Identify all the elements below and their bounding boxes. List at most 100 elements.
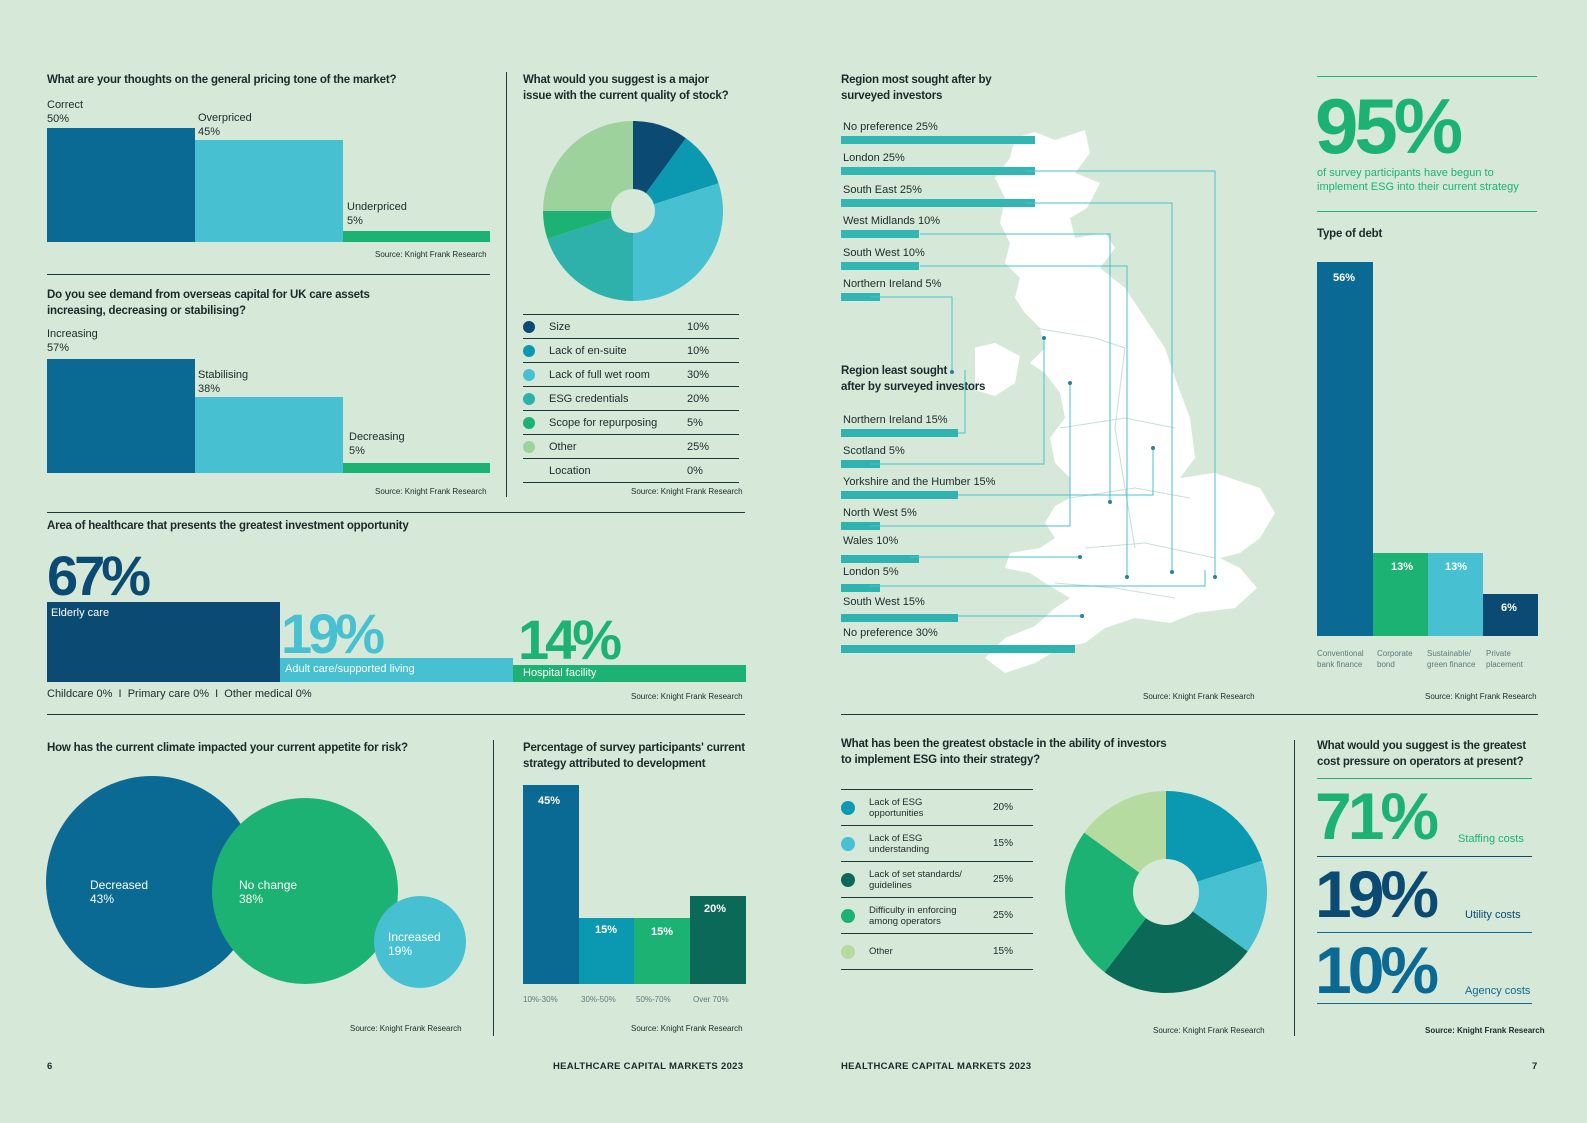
obstacle-slice-opportunities [1166, 791, 1263, 892]
northern-ireland-shape [975, 343, 1020, 396]
region-least-bar-7 [841, 614, 958, 622]
healthcare-value-hospital: 14% [518, 608, 622, 671]
divider [841, 714, 1538, 715]
legend-dot-icon [523, 392, 535, 405]
pricing-bar-overpriced [195, 140, 343, 242]
debt-xlabel-4: Private placement [1486, 649, 1523, 669]
risk-source: Source: Knight Frank Research [350, 1024, 462, 1033]
overseas-label-increasing: Increasing 57% [47, 328, 98, 354]
region-least-bar-2 [841, 460, 880, 468]
obstacle-source: Source: Knight Frank Research [1153, 1026, 1265, 1035]
stock-pie-hole [611, 189, 655, 233]
divider [1317, 211, 1537, 212]
page-number-right: 7 [1532, 1061, 1538, 1072]
risk-label-decreased: Decreased 43% [90, 878, 149, 906]
debt-source: Source: Knight Frank Research [1425, 692, 1537, 701]
overseas-source: Source: Knight Frank Research [375, 487, 487, 496]
development-xlabel-3: 50%-70% [636, 995, 671, 1004]
obstacle-slice-enforcing [1064, 832, 1166, 973]
stock-slice-other [543, 121, 633, 211]
divider [47, 274, 490, 275]
legend-row: Other 25% [523, 434, 739, 459]
debt-bar-3 [1428, 553, 1483, 636]
map-leader-lines [870, 170, 1217, 618]
region-most-title: Region most sought after by surveyed inve… [841, 74, 992, 102]
legend-row: Other 15% [841, 933, 1033, 970]
region-most-label-3: South East 25% [843, 184, 922, 196]
legend-dot-icon [523, 344, 535, 357]
legend-dot-icon [523, 368, 535, 381]
obstacle-slice-standards [1104, 892, 1248, 994]
divider-vertical [506, 72, 507, 497]
stock-source: Source: Knight Frank Research [631, 487, 743, 496]
divider [47, 714, 745, 715]
region-least-bar-5 [841, 555, 919, 563]
pricing-title: What are your thoughts on the general pr… [47, 74, 397, 86]
healthcare-bar-adult [280, 658, 513, 682]
debt-xlabel-2: Corporate bond [1377, 649, 1413, 669]
divider-vertical [493, 740, 494, 1036]
development-value-2: 15% [595, 924, 618, 936]
legend-row: Lack of full wet room 30% [523, 362, 739, 387]
region-most-label-4: West Midlands 10% [843, 215, 941, 227]
stock-slice-repurposing [543, 211, 633, 239]
development-bar-4 [690, 896, 746, 984]
region-least-bar-4 [841, 522, 880, 530]
healthcare-label-adult: Adult care/supported living [285, 663, 415, 675]
debt-bar-4 [1483, 594, 1538, 636]
development-xlabel-4: Over 70% [693, 995, 729, 1004]
legend-dot-icon [523, 416, 535, 429]
development-value-4: 20% [704, 903, 727, 915]
stock-slice-esg [547, 211, 633, 301]
obstacle-title: What has been the greatest obstacle in t… [841, 738, 1167, 766]
risk-bubble-nochange [212, 798, 398, 984]
healthcare-source: Source: Knight Frank Research [631, 692, 743, 701]
footer-title-left: HEALTHCARE CAPITAL MARKETS 2023 [553, 1061, 744, 1072]
risk-bubbles [46, 776, 466, 988]
cost-label-agency: Agency costs [1465, 985, 1531, 997]
legend-row: ESG credentials 20% [523, 386, 739, 411]
legend-dot-icon [841, 836, 855, 851]
divider [1317, 778, 1532, 779]
stock-slice-size [633, 121, 686, 211]
region-most-bar-4 [841, 230, 919, 238]
overseas-bar-increasing [47, 359, 195, 473]
debt-value-3: 13% [1445, 561, 1468, 573]
region-most-bar-2 [841, 167, 1035, 175]
region-least-label-8: No preference 30% [843, 627, 938, 639]
debt-bar-2 [1373, 553, 1428, 636]
region-least-bar-8 [841, 645, 1075, 653]
stock-title: What would you suggest is a major issue w… [523, 74, 729, 102]
region-least-label-5: Wales 10% [843, 535, 899, 547]
healthcare-note: Childcare 0% I Primary care 0% I Other m… [47, 688, 312, 700]
obstacle-pie [1064, 791, 1268, 994]
pricing-label-underpriced: Underpriced 5% [347, 201, 407, 227]
healthcare-label-elderly: Elderly care [51, 607, 110, 619]
region-least-bar-6 [841, 584, 880, 592]
pricing-bar-correct [47, 128, 195, 242]
debt-value-1: 56% [1333, 272, 1356, 284]
legend-row: Difficulty in enforcing among operators 25… [841, 897, 1033, 934]
debt-value-4: 6% [1501, 602, 1517, 614]
legend-dot-icon [841, 872, 855, 887]
risk-bubble-decreased [46, 776, 258, 988]
development-bar-2 [579, 918, 634, 984]
region-least-label-3: Yorkshire and the Humber 15% [843, 476, 996, 488]
stock-slice-ensuite [633, 138, 719, 211]
cost-value-agency: 10% [1315, 933, 1439, 1007]
legend-dot-icon [523, 440, 535, 453]
region-least-label-6: London 5% [843, 566, 899, 578]
legend-row: Lack of set standards/guidelines 25% [841, 861, 1033, 898]
esg-headline-caption: of survey participants have begun to impl… [1317, 167, 1519, 193]
obstacle-pie-hole [1133, 859, 1199, 925]
overseas-bar-stabilising [195, 397, 343, 473]
legend-dot-icon [841, 800, 855, 815]
region-most-bar-1 [841, 136, 1035, 144]
overseas-title: Do you see demand from overseas capital … [47, 289, 370, 317]
cost-label-utility: Utility costs [1465, 909, 1521, 921]
divider [1317, 1003, 1532, 1004]
debt-xlabel-3: Sustainable/green finance [1427, 649, 1476, 669]
risk-label-nochange: No change 38% [239, 878, 298, 906]
healthcare-value-adult: 19% [281, 602, 385, 665]
divider [1317, 932, 1532, 933]
